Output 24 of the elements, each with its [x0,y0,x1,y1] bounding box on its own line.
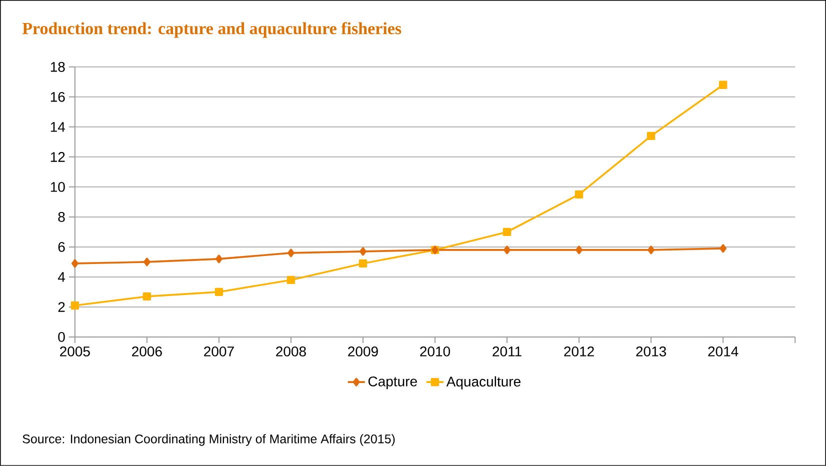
y-tick-label: 8 [58,212,65,222]
x-tick-label: 2009 [348,346,378,356]
x-tick-label: 2007 [204,346,234,356]
y-tick-label: 12 [50,152,65,162]
x-tick-label: 2011 [492,346,522,356]
y-tick-label: 0 [58,332,65,342]
x-tick-label: 2014 [708,346,738,356]
x-tick-label: 2012 [564,346,594,356]
legend-label: Capture [368,376,417,390]
source-note: Source: Indonesian Coordinating Ministry of Maritime Affairs (2015) [22,434,395,446]
x-tick-label: 2008 [276,346,306,356]
chart-title: Production trend: capture and aquaculture fisheries [22,22,402,38]
y-tick-label: 4 [58,272,66,282]
x-tick-label: 2013 [636,346,666,356]
x-tick-label: 2010 [420,346,450,356]
y-tick-label: 6 [58,242,65,252]
y-tick-label: 14 [50,122,66,132]
x-tick-label: 2005 [60,346,90,356]
legend-label: Aquaculture [446,376,520,390]
y-tick-label: 10 [50,182,65,192]
y-tick-label: 18 [50,62,65,72]
x-tick-label: 2006 [132,346,162,356]
y-tick-label: 2 [58,302,65,312]
y-tick-label: 16 [50,92,65,102]
